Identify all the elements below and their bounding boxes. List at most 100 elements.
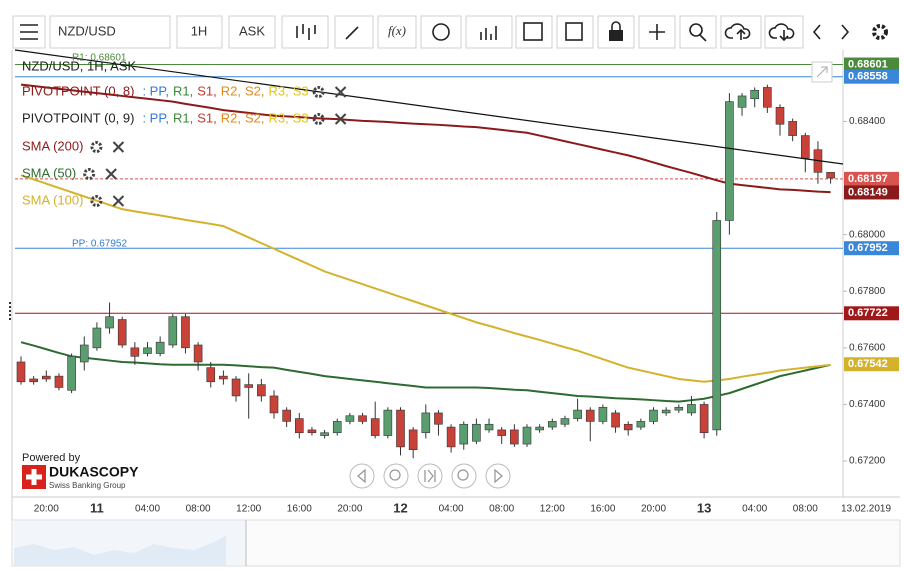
brand-name: DUKASCOPY	[49, 464, 139, 480]
legend-settings[interactable]	[90, 195, 103, 207]
x-tick-label: 20:00	[34, 504, 59, 515]
candle-body	[725, 101, 734, 221]
nav-zoom-in[interactable]	[451, 463, 477, 489]
report-button[interactable]	[556, 15, 594, 49]
candle-body	[193, 344, 203, 363]
level-label-box	[844, 171, 899, 186]
pivot-field: S3	[293, 83, 309, 98]
legend-remove[interactable]	[334, 113, 347, 125]
candle-body	[573, 409, 582, 419]
candle-body	[345, 415, 355, 422]
symbol-button[interactable]	[49, 15, 171, 49]
info-button[interactable]	[420, 15, 462, 49]
legend-settings[interactable]	[83, 168, 96, 180]
calendar-icon	[523, 22, 543, 41]
sma-line	[20, 83, 831, 194]
x-tick-label: 04:00	[742, 504, 767, 515]
date-label: 13.02.2019	[841, 504, 891, 515]
powered-by: Powered by	[22, 452, 81, 464]
candle-body	[307, 429, 317, 434]
legend-remove[interactable]	[112, 195, 125, 207]
nav-right-icon	[494, 468, 503, 484]
pivot-field: R3,	[268, 110, 288, 125]
pivot-field: R3,	[268, 83, 288, 98]
navigator-buttons	[349, 463, 511, 489]
level-label-box	[844, 241, 899, 256]
nav-left-icon	[357, 468, 366, 484]
candle-body	[472, 423, 481, 442]
sma-line	[20, 174, 831, 383]
legend-remove[interactable]	[105, 168, 117, 180]
candle-body	[522, 426, 532, 445]
legend-settings[interactable]	[312, 86, 325, 98]
candle-body	[231, 378, 241, 397]
brand-tagline: Swiss Banking Group	[49, 481, 126, 490]
level-label-box	[844, 69, 899, 84]
settings-button[interactable]	[872, 24, 888, 40]
pivot-field: S2,	[245, 110, 265, 125]
x-tick-label: 12:00	[236, 504, 261, 515]
candle-body	[383, 409, 393, 436]
x-tick-label: 04:00	[439, 504, 464, 515]
fx-text: f(x)	[388, 23, 406, 38]
nav-zoom-out[interactable]	[383, 463, 409, 489]
pivot-field: S1,	[197, 110, 217, 125]
legend-remove[interactable]	[112, 141, 125, 153]
candle-body	[244, 384, 253, 388]
candle-body	[649, 409, 658, 422]
pivot-field: S3	[293, 110, 309, 125]
period-text: 1H	[191, 23, 208, 38]
side-button[interactable]	[228, 15, 276, 49]
candle-body	[674, 406, 684, 411]
x-tick-label: 11	[90, 500, 104, 515]
candle-body	[763, 87, 772, 108]
x-tick-label: 12	[393, 500, 407, 515]
forward-button[interactable]	[841, 24, 850, 40]
candle-body	[775, 106, 785, 125]
pivot-field: S1,	[197, 83, 217, 98]
candle-body	[826, 172, 835, 179]
nav-right[interactable]	[485, 463, 511, 489]
candle-body	[54, 375, 64, 388]
candle-body	[320, 432, 329, 436]
candle-body	[294, 418, 304, 434]
calendar-button[interactable]	[515, 15, 553, 49]
fx-button[interactable]	[377, 15, 417, 49]
candle-body	[396, 409, 405, 448]
candle-body	[155, 341, 165, 354]
candle-body	[168, 316, 178, 346]
sma-line	[20, 341, 831, 403]
candle-body	[560, 418, 570, 425]
navigator-window[interactable]	[14, 520, 246, 566]
nav-left[interactable]	[349, 463, 375, 489]
y-tick-label: 0.67400	[849, 399, 886, 410]
y-tick-label: 0.68000	[849, 229, 886, 240]
side-text: ASK	[239, 23, 265, 38]
period-button[interactable]	[176, 15, 223, 49]
candle-body	[408, 429, 418, 451]
download-icon	[768, 23, 795, 42]
candle-body	[105, 316, 114, 329]
candle-body	[661, 409, 671, 414]
indicator-button[interactable]	[465, 15, 513, 49]
level-label-box	[844, 185, 899, 200]
zoom-button[interactable]	[679, 15, 717, 49]
candle-body	[67, 356, 76, 391]
candle-body	[585, 409, 595, 422]
candle-body	[598, 406, 608, 422]
chart-type-button[interactable]	[281, 15, 329, 49]
back-button[interactable]	[812, 24, 821, 40]
legend-settings[interactable]	[312, 113, 325, 125]
candle-body	[636, 421, 646, 428]
level-label-box	[844, 306, 899, 321]
toolbar: NZD/USD 1H ASK f(x)	[12, 15, 888, 49]
pivot-legend: PIVOTPOINT (0, 9)	[22, 110, 134, 125]
legend-remove[interactable]	[334, 86, 347, 98]
legend-settings[interactable]	[90, 141, 103, 153]
candle-body	[446, 426, 456, 448]
candle-body	[269, 395, 279, 414]
nav-reset[interactable]	[417, 463, 443, 489]
legend-entry: SMA (50)	[22, 165, 76, 180]
level-label: 0.68601	[848, 58, 888, 70]
report-icon	[565, 22, 583, 41]
